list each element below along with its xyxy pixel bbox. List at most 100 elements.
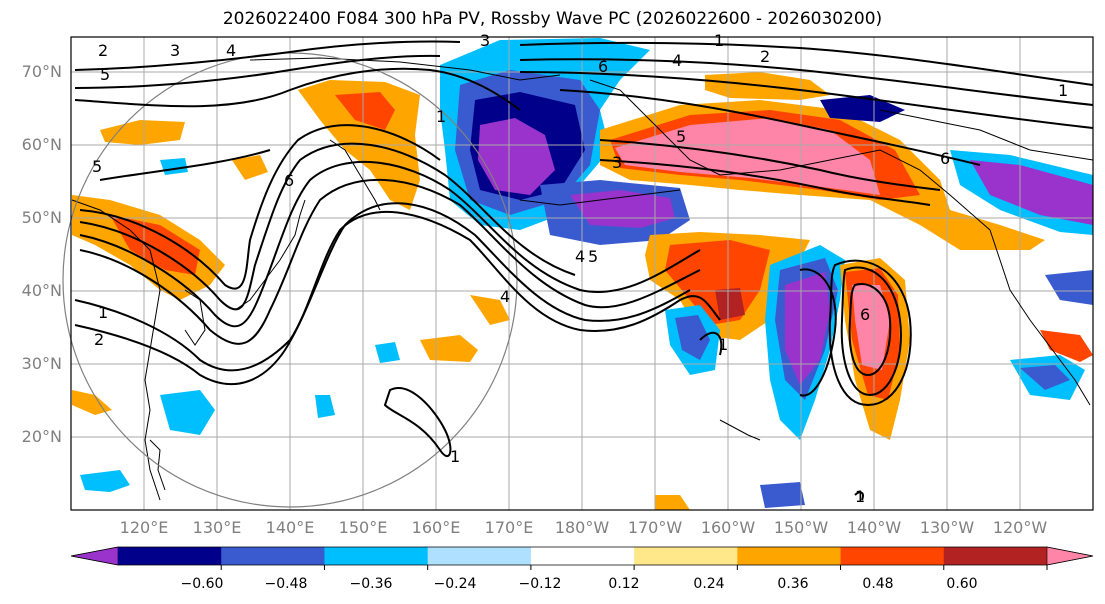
coast-korea — [184, 289, 206, 346]
coast-alaska — [589, 79, 991, 231]
anomaly-blue-small-6 — [760, 482, 805, 508]
contour-label: 5 — [676, 127, 686, 146]
coast-east-asia — [71, 199, 161, 501]
pv-contour-1 — [74, 210, 721, 372]
colorbar-segment — [530, 547, 635, 565]
lat-label: 50°N — [21, 208, 62, 227]
pv-contour-11 — [519, 58, 1094, 106]
colorbar-tick-label: 0.12 — [608, 576, 640, 592]
contour-label: 6 — [284, 171, 294, 190]
colorbar-segment — [324, 547, 429, 565]
anomaly-orange-small-5 — [72, 390, 112, 415]
pv-contour-8 — [74, 40, 461, 71]
anomaly-orange-small-2 — [232, 155, 268, 180]
lon-label: 160°W — [700, 518, 756, 537]
colorbar-segment — [943, 547, 1048, 565]
anomaly-blue-small-2 — [160, 390, 215, 435]
anomaly-blue-small-4 — [160, 158, 188, 175]
anomaly-red-swus — [1040, 330, 1093, 362]
lon-label: 120°E — [119, 518, 169, 537]
colorbar-extend-high — [1046, 546, 1094, 566]
lat-label: 20°N — [21, 427, 62, 446]
contour-label: 5 — [92, 157, 102, 176]
contour-label: 1 — [1058, 81, 1068, 100]
contour-label: 3 — [480, 31, 490, 50]
colorbar-segment — [221, 547, 325, 565]
contour-label: 1 — [450, 447, 460, 466]
lon-label: 170°W — [627, 518, 683, 537]
anomaly-orange-small-4 — [470, 295, 510, 325]
anomaly-red-nw — [335, 92, 395, 130]
contour-label: 3 — [612, 153, 622, 172]
colorbar-tick-label: −0.60 — [180, 576, 224, 592]
anomaly-orange-small-1 — [100, 120, 185, 145]
anomaly-navy-swus — [1020, 365, 1070, 390]
pv-contour-sub-2 — [699, 331, 723, 356]
colorbar-extend-low — [70, 546, 119, 566]
pv-contour-14 — [599, 139, 941, 191]
lon-label: 120°W — [992, 518, 1048, 537]
contour-label: 4 — [672, 51, 682, 70]
anomaly-blue-small-1 — [375, 342, 400, 363]
anomaly-purple-npac — [478, 118, 555, 195]
map-title: 2026022400 F084 300 hPa PV, Rossby Wave … — [222, 9, 883, 29]
lon-label: 160°E — [411, 518, 461, 537]
contour-label: 3 — [170, 41, 180, 60]
colorbar-segment — [737, 547, 842, 565]
coast-kamchatka — [329, 139, 381, 211]
lon-label: 150°E — [338, 518, 388, 537]
lat-label: 40°N — [21, 281, 62, 300]
colorbar-segment — [840, 547, 945, 565]
pv-contour-9 — [74, 54, 441, 89]
pv-contour-ridge-2 — [828, 259, 912, 407]
colorbar-segment — [427, 547, 532, 565]
colorbar-tick-label: 0.60 — [946, 576, 978, 592]
pv-contour-3 — [79, 178, 701, 345]
coast-siberia — [249, 57, 561, 81]
coast-hawaii — [719, 419, 761, 441]
anomaly-red-cpac — [665, 240, 770, 325]
map-frame — [70, 36, 1094, 511]
colorbar-tick-label: 0.48 — [862, 576, 894, 592]
contour-label: 1 — [855, 487, 865, 506]
contour-label: 5 — [588, 247, 598, 266]
contour-label: 1 — [714, 31, 724, 50]
coast-canada-interior — [879, 109, 1094, 161]
anomaly-purple-trough — [785, 272, 830, 385]
lat-label: 60°N — [21, 135, 62, 154]
lon-label: 140°W — [846, 518, 902, 537]
contour-label: 1 — [436, 107, 446, 126]
anomaly-navy-hawaii — [675, 315, 710, 360]
anomaly-purple-canada — [970, 160, 1093, 225]
colorbar-tick-label: 0.36 — [777, 576, 809, 592]
lat-label: 70°N — [21, 62, 62, 81]
anomaly-blue-small-5 — [315, 395, 335, 418]
colorbar-segment — [118, 547, 222, 565]
contour-label: 4 — [226, 41, 236, 60]
contour-label: 6 — [598, 57, 608, 76]
pv-contour-ridge-1 — [840, 266, 902, 397]
colorbar-outline — [70, 546, 1094, 566]
pv-contours — [74, 40, 1094, 501]
colorbar — [70, 546, 1094, 570]
contour-label: 4 — [575, 247, 585, 266]
pv-contour-2 — [74, 202, 691, 385]
pv-contour-6 — [79, 124, 441, 290]
anomaly-blue-ne — [1045, 270, 1093, 305]
pv-contour-sub-3 — [854, 491, 864, 501]
pv-contour-5 — [79, 142, 576, 311]
pv-contour-sub-1 — [383, 387, 452, 458]
colorbar-segment — [634, 547, 738, 565]
colorbar-tick-label: −0.12 — [518, 576, 562, 592]
lon-label: 130°W — [919, 518, 975, 537]
anomaly-blue-small-3 — [80, 470, 130, 492]
contour-label: 2 — [98, 41, 108, 60]
coastlines — [71, 57, 1094, 501]
lat-label: 30°N — [21, 354, 62, 373]
coast-aleutians — [519, 189, 681, 206]
anomaly-pink-ridge — [852, 285, 890, 370]
pv-contour-13 — [559, 89, 981, 166]
anomaly-darkred-cpac — [715, 288, 745, 320]
pv-contour-4 — [79, 160, 701, 328]
